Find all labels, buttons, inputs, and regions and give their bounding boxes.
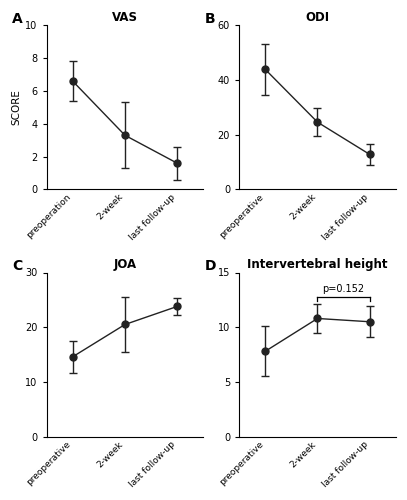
Y-axis label: SCORE: SCORE xyxy=(11,90,21,126)
Text: D: D xyxy=(205,260,216,274)
Title: VAS: VAS xyxy=(112,11,138,24)
Title: Intervertebral height: Intervertebral height xyxy=(247,258,388,272)
Text: C: C xyxy=(12,260,22,274)
Text: A: A xyxy=(12,12,23,26)
Text: B: B xyxy=(205,12,215,26)
Title: ODI: ODI xyxy=(305,11,330,24)
Title: JOA: JOA xyxy=(114,258,136,272)
Text: p=0.152: p=0.152 xyxy=(323,284,365,294)
